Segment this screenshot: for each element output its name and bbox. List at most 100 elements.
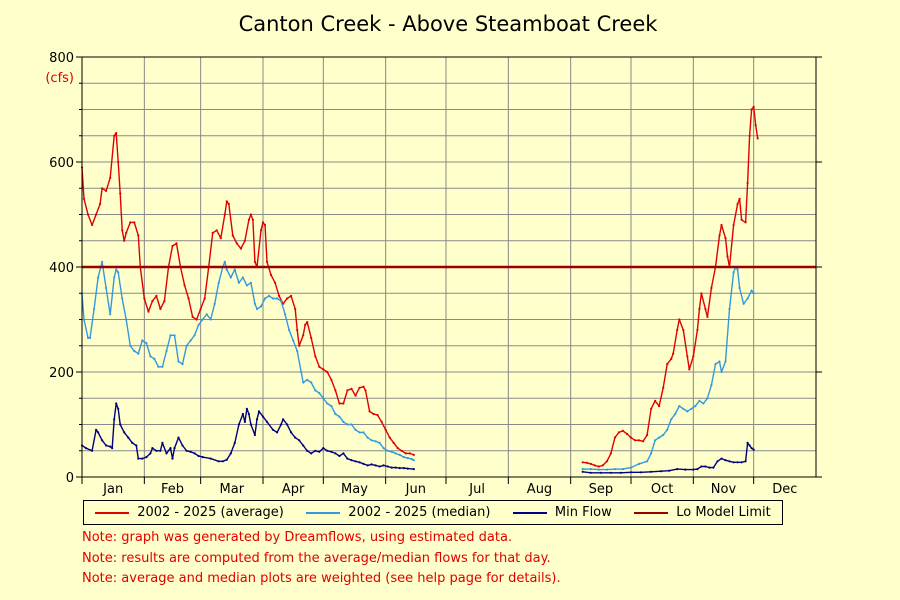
data-point (386, 449, 389, 452)
month-label: May (341, 482, 368, 497)
data-point (115, 132, 118, 135)
data-point (147, 310, 150, 313)
data-point (732, 461, 735, 464)
data-point (642, 440, 645, 443)
data-point (193, 334, 196, 337)
data-point (221, 460, 224, 463)
data-point (346, 423, 349, 426)
data-point (650, 452, 653, 455)
data-point (84, 447, 88, 450)
data-point (288, 328, 291, 332)
data-point (161, 441, 164, 444)
data-point (338, 454, 341, 458)
data-point (86, 213, 90, 216)
data-point (175, 242, 178, 245)
data-point (105, 189, 108, 192)
data-point (149, 452, 152, 455)
note-estimated-data: Note: graph was generated by Dreamflows,… (82, 530, 513, 545)
data-point (726, 255, 729, 258)
data-point (372, 412, 375, 416)
data-point (133, 349, 136, 353)
data-point (215, 229, 218, 232)
data-point (302, 334, 305, 337)
data-point (380, 420, 383, 423)
data-point (169, 334, 172, 337)
data-point (209, 457, 212, 460)
data-point (710, 384, 713, 387)
data-point (358, 386, 361, 389)
data-point (678, 318, 681, 321)
data-point (597, 468, 600, 471)
data-point (613, 468, 617, 471)
data-point (276, 297, 279, 300)
data-point (646, 433, 649, 437)
y-tick-label: 800 (49, 51, 74, 66)
data-point (151, 300, 154, 303)
data-point (732, 223, 735, 227)
data-point (382, 447, 385, 450)
data-point (86, 336, 90, 339)
data-point (658, 436, 661, 439)
data-point (135, 444, 138, 447)
data-point (660, 470, 663, 473)
data-point (322, 397, 325, 400)
data-point (740, 218, 743, 221)
data-point (137, 352, 140, 355)
data-point (165, 452, 168, 455)
data-point (265, 260, 269, 263)
data-point (95, 213, 98, 216)
data-point (237, 423, 240, 426)
data-point (125, 231, 128, 234)
data-point (187, 297, 190, 300)
data-point (249, 423, 252, 426)
data-point (736, 268, 739, 271)
data-point (181, 363, 184, 366)
y-axis-unit-label: (cfs) (45, 71, 74, 86)
data-point (141, 457, 144, 460)
data-point (245, 407, 248, 410)
month-label: Feb (161, 482, 184, 497)
data-point (119, 423, 122, 426)
series-line (81, 132, 415, 456)
data-point (750, 447, 753, 450)
data-point (708, 466, 711, 469)
data-point (378, 441, 381, 444)
data-point (700, 465, 703, 468)
data-point (123, 431, 126, 434)
data-point (173, 334, 176, 337)
data-point (109, 176, 112, 179)
data-point (637, 439, 641, 442)
data-point (97, 431, 100, 434)
data-point (247, 412, 250, 416)
data-point (117, 271, 120, 274)
data-point (593, 464, 596, 467)
data-point (229, 452, 232, 455)
data-point (143, 297, 146, 300)
data-point (750, 289, 753, 292)
data-point (300, 370, 303, 374)
month-label: Jun (405, 482, 426, 497)
data-point (637, 462, 641, 465)
data-point (754, 124, 757, 127)
data-point (718, 360, 721, 363)
data-point (209, 318, 212, 321)
data-point (694, 405, 697, 408)
legend-swatch (512, 511, 547, 514)
data-point (265, 420, 269, 423)
legend-swatch (306, 511, 341, 514)
data-point (129, 344, 132, 347)
data-point (390, 466, 393, 469)
data-point (700, 292, 703, 295)
data-point (682, 328, 685, 332)
legend-swatch (634, 511, 669, 514)
data-point (93, 307, 96, 311)
data-point (654, 439, 657, 442)
data-point (581, 461, 584, 464)
data-point (354, 428, 357, 431)
data-point (213, 302, 216, 305)
data-point (195, 318, 198, 321)
data-point (720, 223, 723, 227)
data-point (330, 378, 333, 381)
data-point (117, 407, 120, 410)
data-point (412, 459, 415, 462)
